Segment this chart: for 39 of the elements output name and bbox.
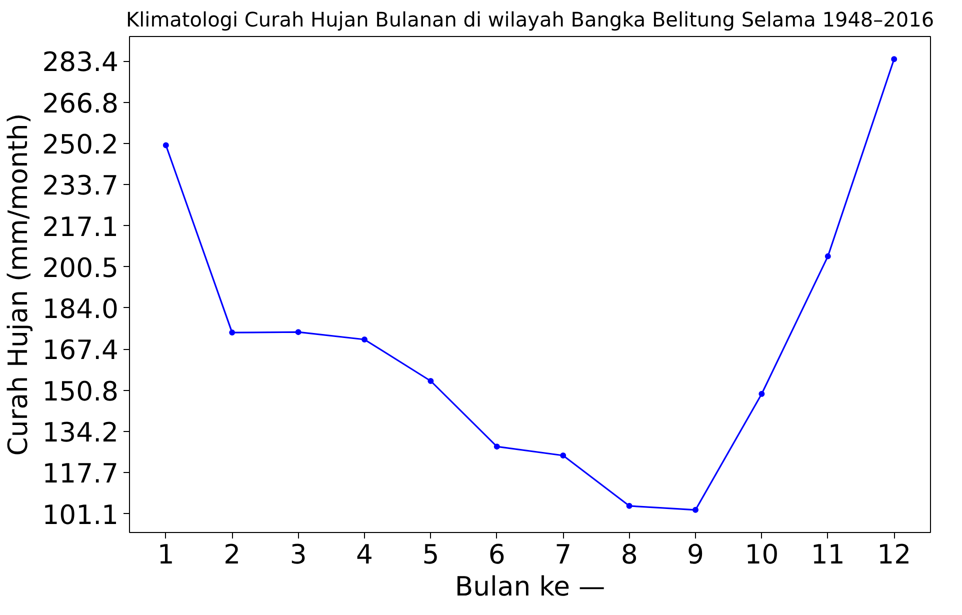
x-tick-label: 10 <box>744 540 779 570</box>
y-tick-label: 150.8 <box>42 376 118 408</box>
x-tick-label: 12 <box>877 540 912 570</box>
y-tick-label: 250.2 <box>42 130 118 161</box>
y-tick-label: 233.7 <box>42 170 118 202</box>
point <box>692 506 698 513</box>
point <box>162 142 169 148</box>
point <box>560 452 566 458</box>
x-tick-label: 8 <box>620 540 638 570</box>
x-tick-label: 1 <box>157 540 174 570</box>
point <box>891 56 898 62</box>
y-tick-label: 283.4 <box>42 47 118 78</box>
y-tick-label: 117.7 <box>42 458 118 490</box>
x-tick-label: 6 <box>488 540 506 570</box>
y-tick-label: 134.2 <box>42 418 118 449</box>
point <box>428 378 434 384</box>
x-tick-label: 9 <box>687 540 704 570</box>
y-axis-title: Curah Hujan (mm/month) <box>3 113 34 456</box>
chart-title: Klimatologi Curah Hujan Bulanan di wilayah Bangka Belitung Selama 1948–2016 <box>126 8 934 32</box>
y-tick-label: 184.0 <box>42 294 118 325</box>
point <box>626 502 632 509</box>
point <box>229 330 236 336</box>
x-tick-label: 2 <box>224 540 241 570</box>
point <box>295 329 302 336</box>
point <box>494 444 500 450</box>
y-tick-label: 101.1 <box>42 500 118 531</box>
y-tick-label: 200.5 <box>42 252 118 284</box>
point <box>824 253 831 260</box>
point <box>758 390 765 397</box>
x-tick-label: 11 <box>810 540 845 570</box>
y-tick-label: 167.4 <box>42 335 118 366</box>
point <box>362 336 368 343</box>
x-tick-label: 7 <box>554 540 572 570</box>
x-tick-label: 3 <box>290 540 307 570</box>
x-tick-label: 4 <box>356 540 373 570</box>
x-axis-title: Bulan ke — <box>454 572 606 602</box>
y-tick-label: 217.1 <box>42 212 118 243</box>
y-tick-label: 266.8 <box>42 88 118 120</box>
x-tick-label: 5 <box>422 540 440 570</box>
